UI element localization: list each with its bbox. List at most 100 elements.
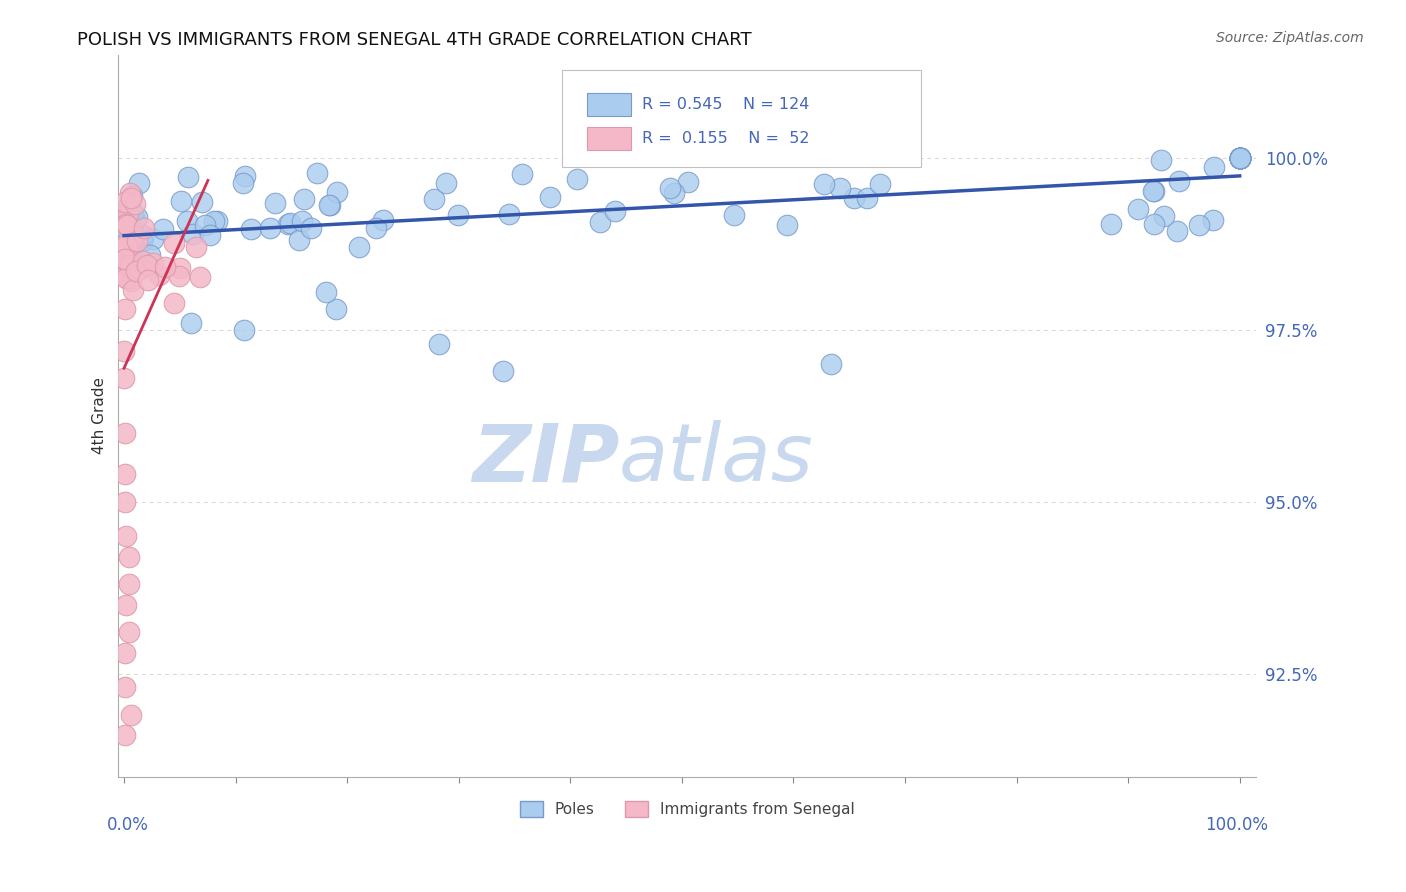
Point [1229, 151, 1251, 165]
Point [128, 177, 150, 191]
Point [291, 213, 314, 227]
Point [114, 269, 136, 284]
Point [423, 192, 446, 206]
Point [288, 234, 311, 248]
Point [118, 258, 141, 272]
Point [662, 186, 685, 200]
Point [117, 272, 139, 286]
Point [118, 205, 141, 219]
Point [1229, 151, 1251, 165]
Text: atlas: atlas [619, 420, 814, 498]
Point [114, 220, 136, 235]
Point [114, 236, 136, 251]
Point [1229, 151, 1251, 165]
Point [589, 215, 612, 229]
Point [447, 208, 470, 222]
Point [112, 343, 135, 358]
Point [1229, 151, 1251, 165]
Text: ZIP: ZIP [472, 420, 619, 498]
Point [605, 204, 627, 219]
Point [277, 217, 299, 231]
FancyBboxPatch shape [562, 70, 921, 167]
Point [122, 223, 145, 237]
Point [125, 264, 148, 278]
Bar [588, 127, 630, 150]
Point [138, 248, 160, 262]
Point [186, 240, 208, 254]
Point [315, 285, 337, 300]
Point [371, 213, 394, 227]
Point [115, 217, 138, 231]
Point [125, 210, 148, 224]
Point [1099, 217, 1122, 231]
Point [1229, 151, 1251, 165]
Point [115, 217, 138, 231]
Point [259, 221, 281, 235]
Point [1229, 151, 1251, 165]
Point [120, 275, 142, 289]
Point [122, 226, 145, 240]
Point [132, 254, 155, 268]
Point [134, 221, 156, 235]
Point [121, 206, 143, 220]
Point [292, 192, 315, 206]
Point [118, 577, 141, 591]
Point [114, 529, 136, 543]
Point [205, 214, 228, 228]
Text: 0.0%: 0.0% [107, 816, 149, 834]
Point [233, 169, 256, 183]
Point [115, 598, 138, 612]
Point [170, 194, 193, 209]
Point [325, 302, 347, 317]
Point [366, 220, 388, 235]
Point [1229, 151, 1251, 165]
Point [1201, 213, 1223, 227]
Text: 100.0%: 100.0% [1205, 816, 1268, 834]
Point [1126, 202, 1149, 216]
Point [114, 214, 136, 228]
Point [114, 728, 136, 742]
Point [163, 296, 186, 310]
Point [198, 228, 221, 243]
Point [1229, 151, 1251, 165]
Point [131, 227, 153, 242]
Point [131, 234, 153, 248]
Point [676, 175, 699, 189]
Point [1229, 151, 1251, 165]
Point [434, 176, 457, 190]
Point [118, 231, 141, 245]
Point [117, 213, 139, 227]
Point [120, 191, 142, 205]
Point [1229, 151, 1251, 165]
Point [124, 197, 146, 211]
Point [176, 214, 198, 228]
Point [181, 227, 204, 241]
Point [1229, 151, 1251, 165]
Point [1229, 151, 1251, 165]
Point [1229, 151, 1251, 165]
Point [120, 231, 142, 245]
Point [115, 237, 138, 252]
Point [120, 252, 142, 266]
Point [124, 212, 146, 227]
Point [1143, 184, 1166, 198]
Point [122, 228, 145, 243]
Point [1188, 219, 1211, 233]
Point [114, 302, 136, 317]
Point [188, 270, 211, 285]
Point [117, 206, 139, 220]
Point [813, 178, 835, 192]
Point [820, 357, 842, 371]
Point [167, 268, 190, 283]
Point [510, 167, 533, 181]
Point [232, 177, 254, 191]
Point [565, 172, 588, 186]
Point [1153, 209, 1175, 223]
Point [1229, 151, 1251, 165]
Point [120, 707, 142, 722]
Point [1150, 153, 1173, 168]
Point [117, 231, 139, 245]
Point [492, 364, 515, 378]
Legend: Poles, Immigrants from Senegal: Poles, Immigrants from Senegal [513, 795, 862, 823]
Point [121, 258, 143, 272]
